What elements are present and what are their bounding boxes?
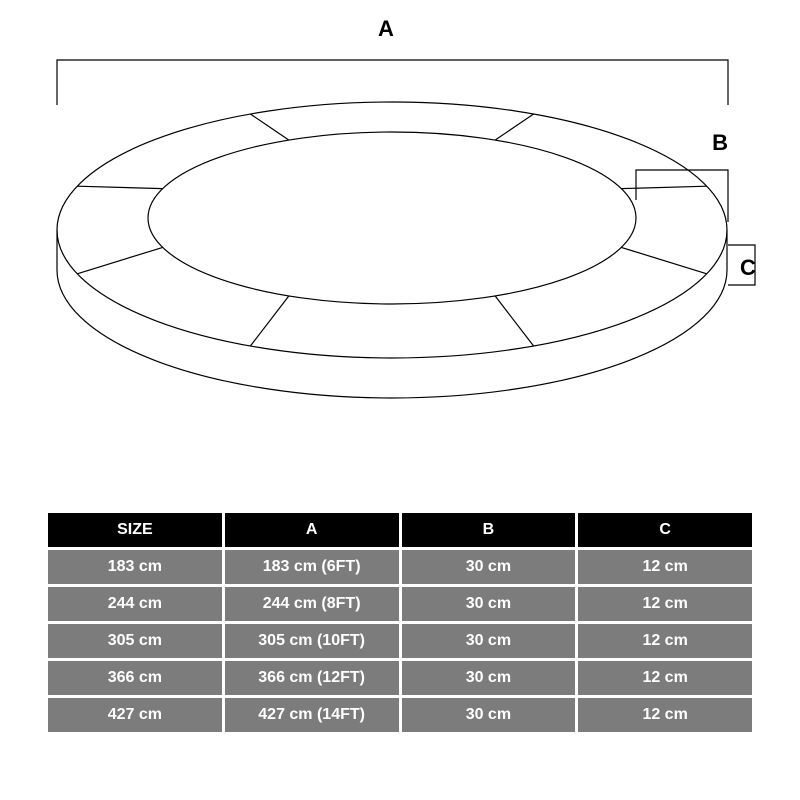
table-cell: 30 cm (402, 661, 576, 695)
table-cell: 305 cm (10FT) (225, 624, 399, 658)
table-cell: 30 cm (402, 624, 576, 658)
table-header-row: SIZE A B C (48, 513, 752, 547)
table-cell: 30 cm (402, 587, 576, 621)
size-table: SIZE A B C 183 cm183 cm (6FT)30 cm12 cm2… (45, 510, 755, 735)
col-c: C (578, 513, 752, 547)
table-cell: 244 cm (8FT) (225, 587, 399, 621)
table-cell: 183 cm (6FT) (225, 550, 399, 584)
table-cell: 183 cm (48, 550, 222, 584)
table-cell: 12 cm (578, 587, 752, 621)
table-row: 244 cm244 cm (8FT)30 cm12 cm (48, 587, 752, 621)
col-a: A (225, 513, 399, 547)
table-cell: 244 cm (48, 587, 222, 621)
table-cell: 366 cm (48, 661, 222, 695)
table-row: 427 cm427 cm (14FT)30 cm12 cm (48, 698, 752, 732)
table-cell: 12 cm (578, 624, 752, 658)
table-row: 183 cm183 cm (6FT)30 cm12 cm (48, 550, 752, 584)
table-cell: 12 cm (578, 661, 752, 695)
table-cell: 427 cm (48, 698, 222, 732)
ring-diagram (0, 0, 800, 500)
col-b: B (402, 513, 576, 547)
table-cell: 12 cm (578, 550, 752, 584)
table-row: 366 cm366 cm (12FT)30 cm12 cm (48, 661, 752, 695)
table-cell: 305 cm (48, 624, 222, 658)
table-cell: 427 cm (14FT) (225, 698, 399, 732)
table-row: 305 cm305 cm (10FT)30 cm12 cm (48, 624, 752, 658)
col-size: SIZE (48, 513, 222, 547)
table-cell: 30 cm (402, 698, 576, 732)
table-cell: 12 cm (578, 698, 752, 732)
table-cell: 366 cm (12FT) (225, 661, 399, 695)
table-cell: 30 cm (402, 550, 576, 584)
